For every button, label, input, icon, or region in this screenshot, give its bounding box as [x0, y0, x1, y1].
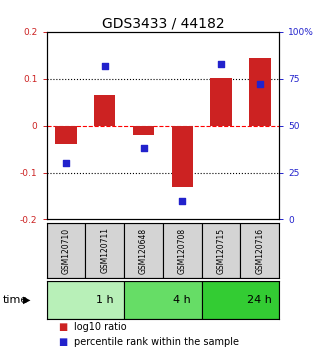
- Text: GSM120710: GSM120710: [61, 227, 70, 274]
- Bar: [47, 281, 124, 319]
- Text: GSM120708: GSM120708: [178, 227, 187, 274]
- Point: [180, 198, 185, 204]
- Text: 1 h: 1 h: [96, 295, 114, 305]
- Text: ▶: ▶: [23, 295, 30, 305]
- Title: GDS3433 / 44182: GDS3433 / 44182: [101, 17, 224, 31]
- Text: ■: ■: [58, 337, 67, 347]
- Bar: [163, 223, 202, 278]
- Text: 24 h: 24 h: [247, 295, 272, 305]
- Bar: [124, 281, 202, 319]
- Text: ■: ■: [58, 322, 67, 332]
- Text: 4 h: 4 h: [173, 295, 191, 305]
- Bar: [202, 281, 279, 319]
- Point: [102, 63, 107, 68]
- Text: log10 ratio: log10 ratio: [74, 322, 126, 332]
- Bar: [94, 95, 115, 126]
- Bar: [202, 223, 240, 278]
- Text: percentile rank within the sample: percentile rank within the sample: [74, 337, 239, 347]
- Bar: [211, 78, 232, 126]
- Bar: [240, 223, 279, 278]
- Text: GSM120715: GSM120715: [217, 227, 226, 274]
- Text: GSM120648: GSM120648: [139, 227, 148, 274]
- Bar: [124, 223, 163, 278]
- Text: GSM120716: GSM120716: [256, 227, 265, 274]
- Point: [141, 145, 146, 151]
- Bar: [47, 223, 85, 278]
- Bar: [172, 126, 193, 187]
- Bar: [55, 126, 77, 144]
- Text: GSM120711: GSM120711: [100, 228, 109, 273]
- Point: [219, 61, 224, 67]
- Bar: [249, 58, 271, 126]
- Bar: [133, 126, 154, 135]
- Text: time: time: [3, 295, 29, 305]
- Bar: [85, 223, 124, 278]
- Point: [257, 81, 263, 87]
- Point: [63, 160, 68, 166]
